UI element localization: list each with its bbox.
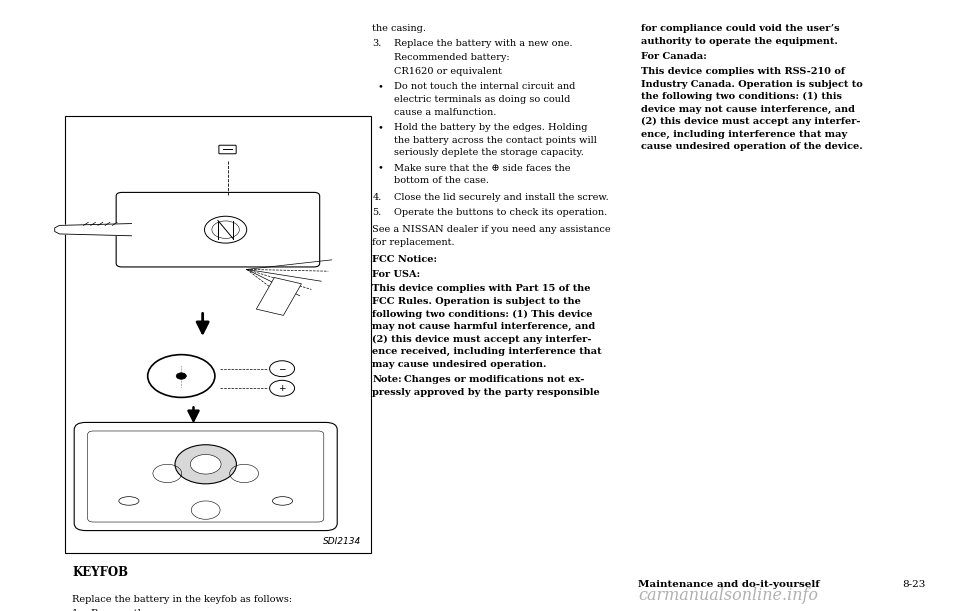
Text: KEYFOB: KEYFOB (72, 566, 128, 579)
Text: may cause undesired operation.: may cause undesired operation. (372, 360, 547, 368)
Text: Remove the screw.: Remove the screw. (91, 609, 184, 611)
Polygon shape (55, 224, 132, 236)
Text: Replace the battery with a new one.: Replace the battery with a new one. (394, 39, 572, 48)
Text: carmanualsonline.info: carmanualsonline.info (638, 587, 818, 604)
Text: CR1620 or equivalent: CR1620 or equivalent (394, 67, 501, 76)
Text: the following two conditions: (1) this: the following two conditions: (1) this (641, 92, 842, 101)
Text: −: − (278, 364, 286, 373)
Text: Industry Canada. Operation is subject to: Industry Canada. Operation is subject to (641, 79, 863, 89)
Text: the casing.: the casing. (372, 24, 426, 34)
Text: cause undesired operation of the device.: cause undesired operation of the device. (641, 142, 863, 152)
Circle shape (148, 354, 215, 397)
Text: Operate the buttons to check its operation.: Operate the buttons to check its operati… (394, 208, 607, 217)
Text: pressly approved by the party responsible: pressly approved by the party responsibl… (372, 387, 600, 397)
Text: authority to operate the equipment.: authority to operate the equipment. (641, 37, 838, 46)
Text: the battery across the contact points will: the battery across the contact points wi… (394, 136, 596, 145)
Text: Replace the battery in the keyfob as follows:: Replace the battery in the keyfob as fol… (72, 595, 292, 604)
Circle shape (177, 373, 186, 379)
Text: device may not cause interference, and: device may not cause interference, and (641, 104, 855, 114)
Text: for compliance could void the user’s: for compliance could void the user’s (641, 24, 840, 34)
Text: 5.: 5. (372, 208, 382, 217)
Circle shape (190, 455, 221, 474)
Text: for replacement.: for replacement. (372, 238, 455, 247)
Text: 8-23: 8-23 (902, 580, 925, 589)
Text: •: • (377, 164, 383, 172)
Text: Close the lid securely and install the screw.: Close the lid securely and install the s… (394, 194, 609, 202)
Text: cause a malfunction.: cause a malfunction. (394, 108, 496, 117)
Text: 4.: 4. (372, 194, 382, 202)
Text: •: • (377, 123, 383, 132)
Text: Changes or modifications not ex-: Changes or modifications not ex- (404, 375, 585, 384)
Bar (65, 116, 371, 553)
Text: Make sure that the ⊕ side faces the: Make sure that the ⊕ side faces the (394, 164, 570, 172)
Text: (2) this device must accept any interfer-: (2) this device must accept any interfer… (372, 335, 592, 343)
Text: For Canada:: For Canada: (641, 53, 707, 62)
Text: ence, including interference that may: ence, including interference that may (641, 130, 848, 139)
Text: bottom of the case.: bottom of the case. (394, 176, 489, 185)
Text: (2) this device must accept any interfer-: (2) this device must accept any interfer… (641, 117, 861, 126)
Text: See a NISSAN dealer if you need any assistance: See a NISSAN dealer if you need any assi… (372, 225, 612, 235)
Ellipse shape (119, 497, 139, 505)
Text: 1.: 1. (72, 609, 82, 611)
Text: FCC Rules. Operation is subject to the: FCC Rules. Operation is subject to the (372, 297, 582, 306)
Text: Maintenance and do-it-yourself: Maintenance and do-it-yourself (638, 580, 820, 589)
Text: 3.: 3. (372, 39, 382, 48)
FancyBboxPatch shape (219, 145, 236, 154)
Bar (256, 277, 301, 315)
Text: This device complies with RSS-210 of: This device complies with RSS-210 of (641, 67, 846, 76)
FancyBboxPatch shape (74, 422, 337, 530)
Text: Recommended battery:: Recommended battery: (394, 53, 509, 62)
Circle shape (270, 360, 295, 376)
Text: •: • (377, 82, 383, 92)
Text: FCC Notice:: FCC Notice: (372, 255, 438, 265)
Text: +: + (278, 384, 286, 393)
Text: following two conditions: (1) This device: following two conditions: (1) This devic… (372, 309, 593, 318)
Circle shape (204, 216, 247, 243)
Text: For USA:: For USA: (372, 270, 420, 279)
Text: SDI2134: SDI2134 (323, 536, 361, 546)
Circle shape (175, 445, 236, 484)
Text: seriously deplete the storage capacity.: seriously deplete the storage capacity. (394, 148, 584, 157)
Circle shape (270, 380, 295, 396)
Text: electric terminals as doing so could: electric terminals as doing so could (394, 95, 570, 104)
Text: ence received, including interference that: ence received, including interference th… (372, 347, 602, 356)
FancyBboxPatch shape (116, 192, 320, 267)
Text: This device complies with Part 15 of the: This device complies with Part 15 of the (372, 284, 591, 293)
Text: Do not touch the internal circuit and: Do not touch the internal circuit and (394, 82, 575, 92)
Text: Note:: Note: (372, 375, 402, 384)
Ellipse shape (273, 497, 293, 505)
Text: may not cause harmful interference, and: may not cause harmful interference, and (372, 322, 596, 331)
Text: Hold the battery by the edges. Holding: Hold the battery by the edges. Holding (394, 123, 588, 132)
